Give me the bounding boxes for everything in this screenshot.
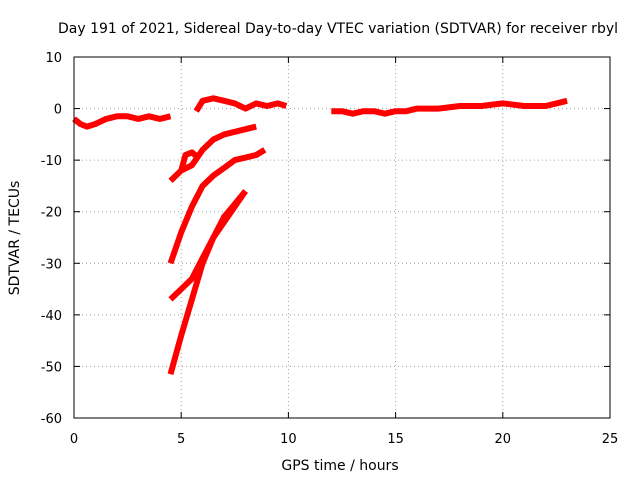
series-arc-1 xyxy=(72,113,172,130)
x-tick-label: 10 xyxy=(280,432,297,447)
y-tick-label: -40 xyxy=(41,309,62,324)
y-tick-label: -10 xyxy=(41,154,62,169)
x-tick-label: 15 xyxy=(387,432,404,447)
y-axis-label: SDTVAR / TECUs xyxy=(7,181,23,296)
x-axis-label: GPS time / hours xyxy=(281,458,398,474)
y-tick-label: -60 xyxy=(41,412,62,427)
series-arc-5 xyxy=(178,149,201,172)
x-tick-label: 5 xyxy=(177,432,185,447)
series-arc-6 xyxy=(167,147,267,265)
x-tick-label: 25 xyxy=(602,432,619,447)
y-tick-label: -30 xyxy=(41,257,62,272)
series-arc-8 xyxy=(167,189,248,375)
series-layer xyxy=(72,95,568,375)
y-tick-label: 0 xyxy=(54,103,62,118)
y-tick-label: 10 xyxy=(45,51,62,66)
plot-frame xyxy=(73,56,611,419)
series-arc-2 xyxy=(193,95,288,113)
ticks xyxy=(73,56,611,419)
x-tick-label: 20 xyxy=(495,432,512,447)
y-tick-label: -20 xyxy=(41,206,62,221)
series-arc-3 xyxy=(331,97,568,117)
chart-title: Day 191 of 2021, Sidereal Day-to-day VTE… xyxy=(58,21,618,37)
y-tick-label: -50 xyxy=(41,360,62,375)
tick-labels: 0 5 10 15 20 25 -60 -50 -40 -30 -20 -10 0 10 xyxy=(41,51,619,447)
x-tick-label: 0 xyxy=(70,432,78,447)
